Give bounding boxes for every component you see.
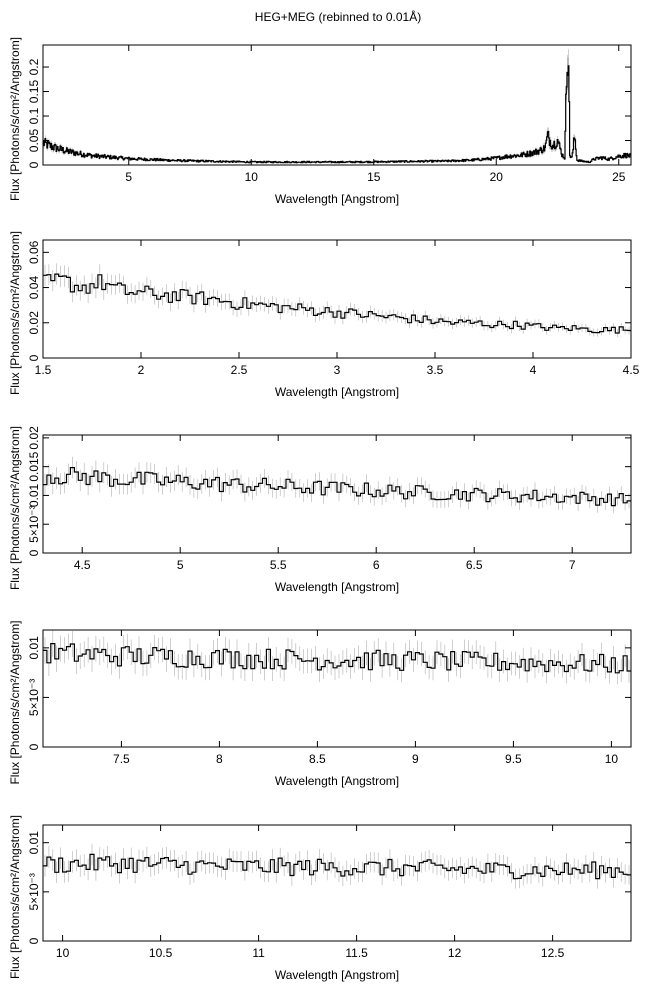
x-tick-label: 11: [252, 946, 265, 960]
x-axis-label: Wavelength [Angstrom]: [275, 385, 399, 399]
y-tick-label: 0.04: [27, 276, 41, 300]
y-tick-label: 5×10⁻³: [27, 506, 41, 543]
x-tick-label: 3.5: [427, 363, 444, 377]
x-tick-label: 9.5: [505, 752, 522, 766]
x-axis-label: Wavelength [Angstrom]: [275, 968, 399, 982]
plot-frame: [42, 824, 632, 942]
flux-line: [43, 643, 631, 674]
spectrum-series-4: [43, 630, 631, 685]
spectrum-series-5: [43, 843, 631, 889]
x-tick-label: 2.5: [231, 363, 248, 377]
flux-line: [43, 273, 631, 334]
y-axis-label: Flux [Photons/s/cm²/Angstrom]: [8, 37, 22, 201]
x-tick-label: 15: [367, 170, 381, 184]
y-tick-label: 0: [27, 937, 41, 944]
x-axis-label: Wavelength [Angstrom]: [275, 580, 399, 594]
y-tick-label: 0.02: [27, 311, 41, 335]
error-bars: [44, 263, 630, 337]
y-tick-label: 0: [27, 161, 41, 168]
chart-panel-4: 7.5 8 8.5 9 9.5 10 0 5×10⁻³ 0.01 Wavelength [Angs…: [8, 620, 632, 788]
x-tick-label: 5: [177, 558, 184, 572]
x-tick-label: 12: [448, 946, 462, 960]
y-tick-label: 5×10⁻³: [27, 679, 41, 716]
x-tick-label: 4.5: [74, 558, 91, 572]
y-tick-label: 0.1: [27, 107, 41, 124]
x-tick-label: 5.5: [270, 558, 287, 572]
chart-panel-2: 1.5 2 2.5 3 3.5 4 4.5 0 0.02 0.04 0.06 Wavelength […: [8, 231, 640, 399]
y-tick-label: 0.05: [27, 129, 41, 153]
flux-line: [43, 467, 631, 507]
x-tick-label: 10: [56, 946, 70, 960]
flux-line: [43, 65, 631, 164]
y-axis-label: Flux [Photons/s/cm²/Angstrom]: [8, 426, 22, 590]
x-axis-label: Wavelength [Angstrom]: [275, 774, 399, 788]
y-tick-label: 0.01: [27, 483, 41, 507]
y-tick-label: 0.02: [27, 426, 41, 450]
x-tick-label: 1.5: [35, 363, 52, 377]
x-tick-label: 8: [216, 752, 223, 766]
x-tick-label: 10: [605, 752, 619, 766]
x-tick-label: 12.5: [541, 946, 565, 960]
x-tick-label: 4.5: [623, 363, 640, 377]
x-tick-label: 2: [138, 363, 145, 377]
x-tick-label: 7.5: [113, 752, 130, 766]
x-tick-label: 6.5: [466, 558, 483, 572]
y-tick-label: 0.01: [27, 636, 41, 660]
y-tick-label: 0.15: [27, 80, 41, 104]
spectrum-series-3: [43, 456, 631, 514]
spectrum-series-2: [43, 263, 631, 337]
x-tick-label: 10: [245, 170, 259, 184]
y-axis-label: Flux [Photons/s/cm²/Angstrom]: [8, 620, 22, 784]
error-bars: [43, 49, 631, 164]
chart-panel-5: 10 10.5 11 11.5 12 12.5 0 5×10⁻³ 0.01 Wavelength …: [8, 815, 632, 982]
y-tick-label: 0.015: [27, 451, 41, 481]
plot-frame: [42, 434, 632, 554]
x-tick-label: 4: [530, 363, 537, 377]
y-axis-label: Flux [Photons/s/cm²/Angstrom]: [8, 815, 22, 979]
y-tick-label: 0.06: [27, 240, 41, 264]
x-tick-label: 20: [490, 170, 504, 184]
x-tick-label: 25: [612, 170, 626, 184]
y-tick-label: 0.2: [27, 58, 41, 75]
x-tick-label: 8.5: [309, 752, 326, 766]
chart-panel-1: 5 10 15 20 25 0 0.05 0.1 0.15 0.2 Wavelength [Angs…: [8, 37, 632, 206]
x-tick-label: 11.5: [345, 946, 368, 960]
x-axis-label: Wavelength [Angstrom]: [275, 192, 399, 206]
plot-frame: [42, 629, 632, 748]
x-tick-label: 6: [373, 558, 380, 572]
flux-line: [43, 853, 631, 880]
plot-frame: [42, 44, 632, 166]
figure-title: HEG+MEG (rebinned to 0.01Å): [255, 9, 421, 24]
x-tick-label: 10.5: [149, 946, 173, 960]
x-tick-label: 3: [334, 363, 341, 377]
x-tick-label: 7: [569, 558, 576, 572]
y-tick-label: 5×10⁻³: [27, 873, 41, 910]
x-tick-label: 5: [125, 170, 132, 184]
y-tick-label: 0.01: [27, 831, 41, 855]
y-axis-label: Flux [Photons/s/cm²/Angstrom]: [8, 231, 22, 395]
x-tick-label: 9: [412, 752, 419, 766]
y-tick-label: 0: [27, 549, 41, 556]
y-tick-label: 0: [27, 354, 41, 361]
spectrum-series-1: [43, 49, 631, 164]
y-tick-label: 0: [27, 743, 41, 750]
